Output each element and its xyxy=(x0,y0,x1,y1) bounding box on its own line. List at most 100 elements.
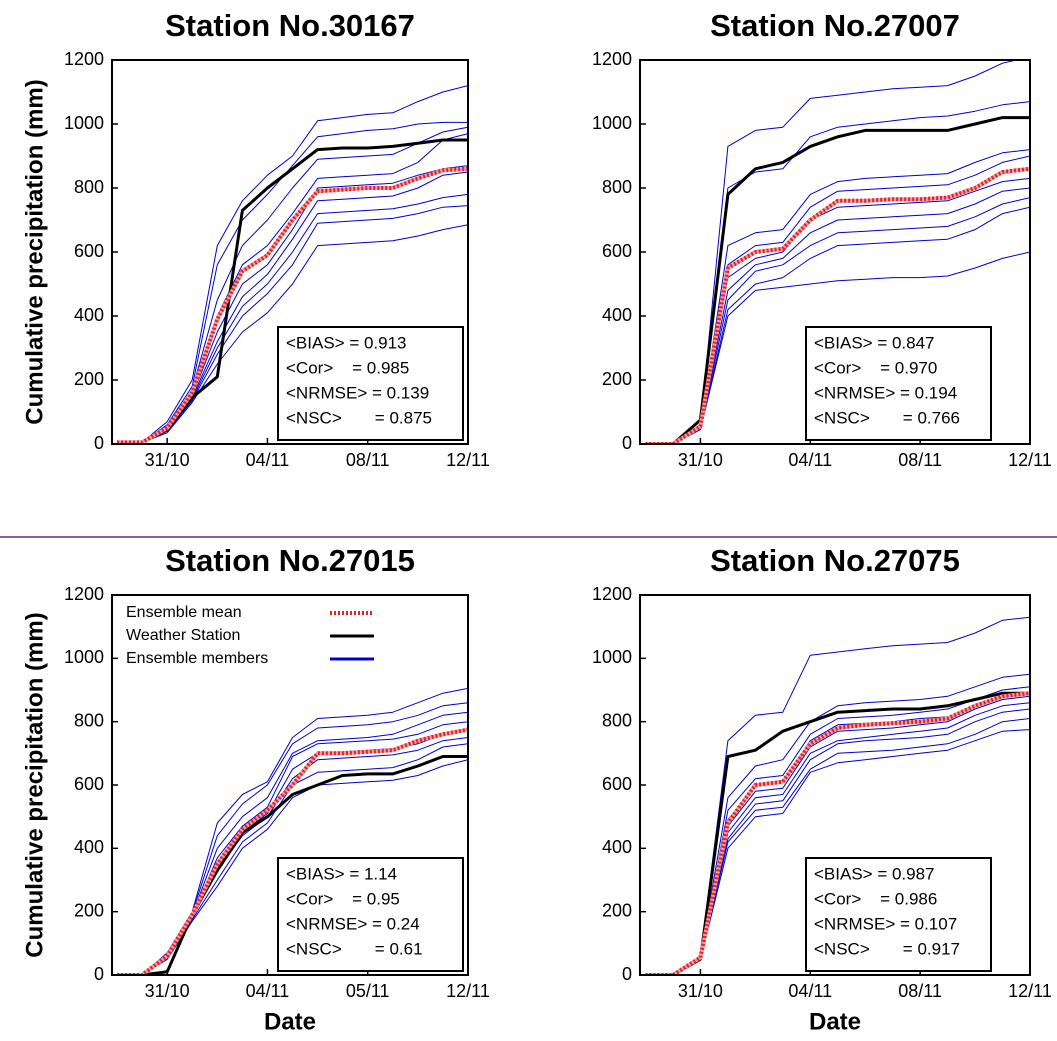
stats-text: <Cor> = 0.986 xyxy=(814,889,937,908)
panel: Station No.27007 0 200 400 600 800 1000 1200 31/… xyxy=(592,8,1052,470)
y-tick-label: 400 xyxy=(74,837,104,857)
x-tick-label: 12/11 xyxy=(446,450,490,470)
x-tick-label: 31/10 xyxy=(145,450,190,470)
x-axis-label: Date xyxy=(809,1008,861,1035)
station-line xyxy=(117,755,468,975)
y-tick-label: 0 xyxy=(622,964,632,984)
y-tick-label: 0 xyxy=(94,964,104,984)
stats-text: <BIAS> = 0.847 xyxy=(814,333,935,352)
y-axis-label: Cumulative precipitation (mm) xyxy=(21,612,48,957)
y-tick-label: 800 xyxy=(74,177,104,197)
y-tick-label: 400 xyxy=(602,837,632,857)
panel-title: Station No.27015 xyxy=(165,543,415,578)
x-tick-label: 04/11 xyxy=(788,981,832,1001)
member-line xyxy=(645,206,1030,444)
x-tick-label: 04/11 xyxy=(246,981,290,1001)
x-tick-label: 05/11 xyxy=(346,981,390,1001)
member-line xyxy=(645,251,1030,444)
mean-line xyxy=(645,166,1030,444)
y-tick-label: 600 xyxy=(602,774,632,794)
panel-title: Station No.27007 xyxy=(710,8,960,43)
panel: Station No.30167 Cumulative precipitation… xyxy=(21,8,490,470)
x-tick-label: 31/10 xyxy=(678,981,723,1001)
x-tick-label: 08/11 xyxy=(898,450,942,470)
stats-box xyxy=(805,857,992,972)
plot-frame xyxy=(639,594,1031,976)
panel-title: Station No.27075 xyxy=(710,543,960,578)
y-tick-label: 800 xyxy=(602,177,632,197)
stats-text: <NRMSE> = 0.194 xyxy=(814,383,957,402)
y-tick-label: 1200 xyxy=(592,584,632,604)
x-tick-label: 31/10 xyxy=(145,981,190,1001)
stats-text: <BIAS> = 1.14 xyxy=(286,864,397,883)
stats-text: <NRMSE> = 0.24 xyxy=(286,914,420,933)
x-axis-label: Date xyxy=(264,1008,316,1035)
x-tick-label: 12/11 xyxy=(1008,981,1052,1001)
x-tick-label: 08/11 xyxy=(898,981,942,1001)
x-tick-label: 12/11 xyxy=(446,981,490,1001)
y-tick-label: 600 xyxy=(74,241,104,261)
y-tick-label: 200 xyxy=(74,369,104,389)
stats-text: <NRMSE> = 0.139 xyxy=(286,383,429,402)
x-tick-label: 31/10 xyxy=(678,450,723,470)
y-tick-label: 1000 xyxy=(592,113,632,133)
y-tick-label: 1200 xyxy=(592,49,632,69)
plot-frame xyxy=(111,594,469,976)
stats-text: <NSC> = 0.917 xyxy=(814,939,960,958)
station-line xyxy=(645,116,1030,444)
legend-label: Weather Station xyxy=(126,627,240,644)
series-group xyxy=(117,85,468,444)
y-tick-label: 400 xyxy=(74,305,104,325)
member-line xyxy=(117,121,468,443)
y-axis-label: Cumulative precipitation (mm) xyxy=(21,79,48,424)
y-tick-label: 400 xyxy=(602,305,632,325)
y-tick-label: 1200 xyxy=(64,584,104,604)
y-tick-label: 800 xyxy=(74,710,104,730)
y-tick-label: 600 xyxy=(602,241,632,261)
series-group xyxy=(645,616,1030,975)
y-tick-label: 1000 xyxy=(592,647,632,667)
y-tick-label: 200 xyxy=(602,369,632,389)
series-group xyxy=(645,60,1030,444)
y-tick-label: 1000 xyxy=(64,647,104,667)
y-tick-label: 200 xyxy=(602,900,632,920)
series-group xyxy=(117,687,468,975)
stats-text: <BIAS> = 0.987 xyxy=(814,864,935,883)
x-tick-label: 04/11 xyxy=(246,450,290,470)
stats-text: <NSC> = 0.875 xyxy=(286,408,432,427)
member-line xyxy=(117,224,468,443)
stats-text: <Cor> = 0.985 xyxy=(286,358,409,377)
legend-label: Ensemble mean xyxy=(126,604,242,621)
stats-text: <NRMSE> = 0.107 xyxy=(814,914,957,933)
y-tick-label: 1200 xyxy=(64,49,104,69)
x-tick-label: 12/11 xyxy=(1008,450,1052,470)
stats-box xyxy=(277,857,464,972)
panel-title: Station No.30167 xyxy=(165,8,415,43)
y-tick-label: 600 xyxy=(74,774,104,794)
x-tick-label: 08/11 xyxy=(346,450,390,470)
stats-box xyxy=(277,326,464,441)
mean-line xyxy=(117,166,468,444)
member-line xyxy=(645,60,1019,444)
mean-line xyxy=(645,691,1030,975)
stats-text: <BIAS> = 0.913 xyxy=(286,333,407,352)
station-line xyxy=(645,691,1030,975)
x-tick-label: 04/11 xyxy=(788,450,832,470)
stats-box xyxy=(805,326,992,441)
stats-text: <Cor> = 0.970 xyxy=(814,358,937,377)
stats-text: <NSC> = 0.766 xyxy=(814,408,960,427)
legend-label: Ensemble members xyxy=(126,650,268,667)
y-tick-label: 1000 xyxy=(64,113,104,133)
y-tick-label: 0 xyxy=(94,433,104,453)
stats-text: <Cor> = 0.95 xyxy=(286,889,400,908)
y-tick-label: 200 xyxy=(74,900,104,920)
mean-line xyxy=(117,727,468,975)
plot-frame xyxy=(111,59,469,445)
member-line xyxy=(645,197,1030,444)
panel: Station No.27015 Cumulative precipitation… xyxy=(21,543,490,1035)
y-tick-label: 0 xyxy=(622,433,632,453)
stats-text: <NSC> = 0.61 xyxy=(286,939,423,958)
plot-frame xyxy=(639,59,1031,445)
member-line xyxy=(117,85,468,443)
